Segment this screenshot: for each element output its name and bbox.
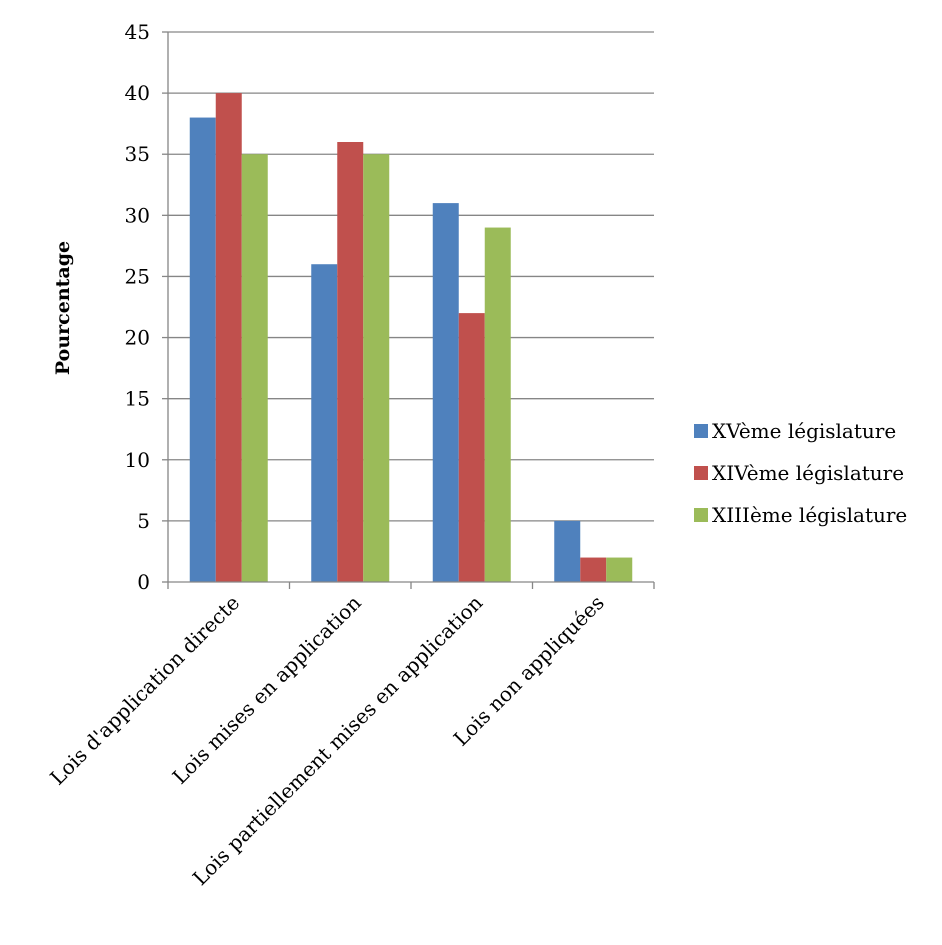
y-tick-label: 20 [125,326,150,350]
bar [554,520,581,582]
y-tick-label: 45 [125,20,150,44]
axes [162,31,655,589]
bars [189,93,633,583]
legend-label: XIIIème législature [712,503,907,527]
legend-swatch [694,424,708,438]
bar [241,154,268,582]
legend-item: XIIIème législature [694,503,907,527]
bar [311,264,338,582]
legend: XVème législature XIVème législature XIIIè… [694,419,907,527]
bar [363,154,390,582]
bar [189,117,216,583]
y-tick-label: 10 [125,448,150,472]
y-tick-label: 0 [137,570,150,594]
y-tick-label: 35 [125,142,150,166]
y-tick-label: 30 [125,203,150,227]
legend-item: XVème législature [694,419,896,443]
legend-item: XIVème législature [694,461,904,485]
y-tick-label: 40 [125,81,150,105]
bar [337,142,364,582]
bar [215,93,242,582]
bar [484,227,511,583]
bar [432,203,459,582]
bar [606,557,633,582]
bar [580,557,607,582]
legend-swatch [694,508,708,522]
legend-swatch [694,466,708,480]
legend-label: XVème législature [712,419,896,443]
bar [458,313,485,582]
x-category-label: Lois d'application directe [45,591,244,790]
y-tick-label: 5 [137,509,150,533]
y-tick-label: 25 [125,264,150,288]
y-tick-label: 15 [125,387,150,411]
legend-label: XIVème législature [712,461,904,485]
y-tick-labels: 0 5 10 15 20 25 30 35 40 45 [125,20,150,594]
y-axis-title: Pourcentage [52,241,74,375]
